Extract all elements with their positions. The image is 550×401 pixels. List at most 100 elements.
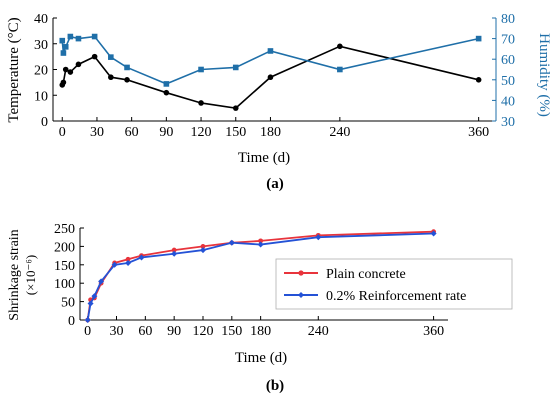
panel-b-x-tick-label: 30: [110, 324, 124, 339]
plain-concrete-point: [125, 256, 131, 262]
legend-label-plain: Plain concrete: [326, 267, 406, 282]
panel-a-x-axis-label: Time (d): [238, 150, 290, 166]
panel-a-y2-tick-label: 80: [501, 12, 515, 27]
panel-b-y-tick-label: 0: [68, 314, 75, 329]
panel-b-x-tick-label: 180: [250, 324, 271, 339]
temperature-point: [475, 77, 482, 83]
panel-a-x-tick-label: 120: [191, 125, 212, 140]
reinforcement-point: [111, 261, 118, 268]
plain-concrete-point: [171, 247, 177, 253]
temperature-point: [108, 74, 114, 81]
panel-a-y-tick-label: 40: [34, 12, 48, 27]
panel-a-y-axis-label: Temperature (°C): [6, 17, 22, 122]
panel-a-axes: 0 30 60 90 120 150 180 240 360 0 10 20 30 40 30 40 50 60 7…: [34, 12, 515, 140]
panel-b-series: [84, 229, 437, 323]
legend-marker-reinforced: [298, 292, 304, 298]
panel-a-x-tick-label: 0: [59, 125, 66, 140]
panel-b-x-tick-label: 240: [308, 324, 329, 339]
panel-b-x-tick-label: 360: [423, 324, 444, 339]
temperature-point: [337, 43, 343, 50]
panel-b-legend: Plain concrete 0.2% Reinforcement rate: [275, 258, 513, 310]
panel-b-y-tick-label: 100: [54, 277, 75, 292]
panel-a-x-tick-label: 150: [225, 125, 246, 140]
panel-a-temperature-humidity-chart: 0 30 60 90 120 150 180 240 360 0 10 20 30 40 30 40 50 60 7…: [6, 12, 550, 192]
legend-marker-plain: [298, 270, 304, 276]
humidity-point: [59, 37, 66, 44]
humidity-point: [124, 64, 130, 71]
reinforcement-point: [84, 317, 91, 323]
humidity-point: [75, 35, 82, 42]
reinforcement-point: [171, 250, 178, 257]
humidity-point: [60, 50, 67, 56]
humidity-point: [232, 64, 239, 71]
legend-entry-reinforced: 0.2% Reinforcement rate: [284, 289, 466, 304]
reinforcement-point: [430, 230, 437, 237]
humidity-point: [267, 48, 274, 54]
panel-b-x-tick-label: 0: [84, 324, 91, 339]
panel-b-y-axis-label: Shrinkage strain: [7, 229, 22, 320]
panel-b-y-axis-unit: (×10⁻⁶): [23, 255, 38, 295]
panel-a-y-tick-label: 20: [34, 64, 48, 79]
plain-concrete-point: [258, 238, 264, 244]
panel-a-y-tick-label: 30: [34, 38, 48, 53]
panel-b-y-tick-label: 150: [54, 259, 75, 274]
humidity-point: [337, 66, 343, 73]
temperature-point: [62, 66, 69, 73]
panel-b-y-tick-label: 200: [54, 240, 75, 255]
reinforcement-point: [98, 278, 105, 285]
panel-a-series: [59, 33, 482, 111]
reinforcement-point: [125, 259, 132, 266]
temperature-point: [124, 77, 130, 83]
panel-b-x-axis-label: Time (d): [235, 350, 287, 366]
panel-a-x-tick-label: 30: [90, 125, 104, 140]
reinforcement-point: [257, 241, 264, 248]
temperature-point: [267, 74, 274, 81]
temperature-point: [75, 61, 82, 68]
panel-a-y2-tick-label: 70: [501, 33, 515, 48]
panel-a-y2-tick-label: 60: [501, 53, 515, 68]
panel-b-y-tick-label: 250: [54, 222, 75, 237]
humidity-point: [91, 33, 98, 40]
panel-a-y-tick-label: 0: [41, 115, 48, 130]
humidity-point: [62, 44, 69, 50]
panel-a-y-tick-label: 10: [34, 89, 48, 104]
humidity-point: [67, 33, 74, 40]
legend-label-reinforced: 0.2% Reinforcement rate: [326, 289, 466, 304]
panel-a-x-tick-label: 90: [159, 125, 173, 140]
panel-a-x-tick-label: 180: [260, 125, 281, 140]
humidity-point: [475, 35, 482, 42]
panel-b-x-tick-label: 120: [192, 324, 213, 339]
temperature-point: [91, 53, 98, 60]
panel-b-axes: 0 30 60 90 120 150 180 240 360 0 50 100 150 200 250: [54, 222, 448, 339]
reinforcement-point: [138, 254, 145, 261]
humidity-point: [108, 54, 114, 60]
panel-b-x-tick-label: 150: [221, 324, 242, 339]
reinforcement-point: [228, 239, 235, 246]
panel-a-label: (a): [266, 176, 284, 192]
legend-entry-plain: Plain concrete: [284, 267, 406, 282]
reinforcement-point: [91, 293, 98, 300]
plain-concrete-point: [200, 244, 206, 249]
panel-b-label: (b): [266, 378, 284, 394]
panel-a-y2-tick-label: 50: [501, 74, 515, 89]
reinforcement-point: [87, 300, 94, 307]
panel-a-y2-axis-label: Humidity (%): [536, 33, 550, 117]
panel-b-y-tick-label: 50: [61, 296, 75, 311]
temperature-point: [198, 100, 204, 106]
panel-a-x-tick-label: 60: [125, 125, 139, 140]
humidity-point: [198, 66, 204, 73]
reinforcement-point: [199, 247, 206, 254]
reinforcement-point: [315, 234, 322, 241]
panel-a-x-tick-label: 240: [329, 125, 350, 140]
panel-b-x-tick-label: 90: [167, 324, 181, 339]
temperature-point: [163, 89, 170, 96]
panel-b-x-tick-label: 60: [138, 324, 152, 339]
temperature-point: [232, 105, 239, 111]
panel-b-shrinkage-chart: 0 30 60 90 120 150 180 240 360 0 50 100 150 200 250 Sh…: [7, 222, 513, 394]
temperature-point: [60, 79, 67, 86]
panel-a-y2-tick-label: 40: [501, 94, 515, 109]
humidity-point: [163, 81, 170, 87]
temperature-point: [67, 69, 74, 75]
panel-a-x-tick-label: 360: [468, 125, 489, 140]
